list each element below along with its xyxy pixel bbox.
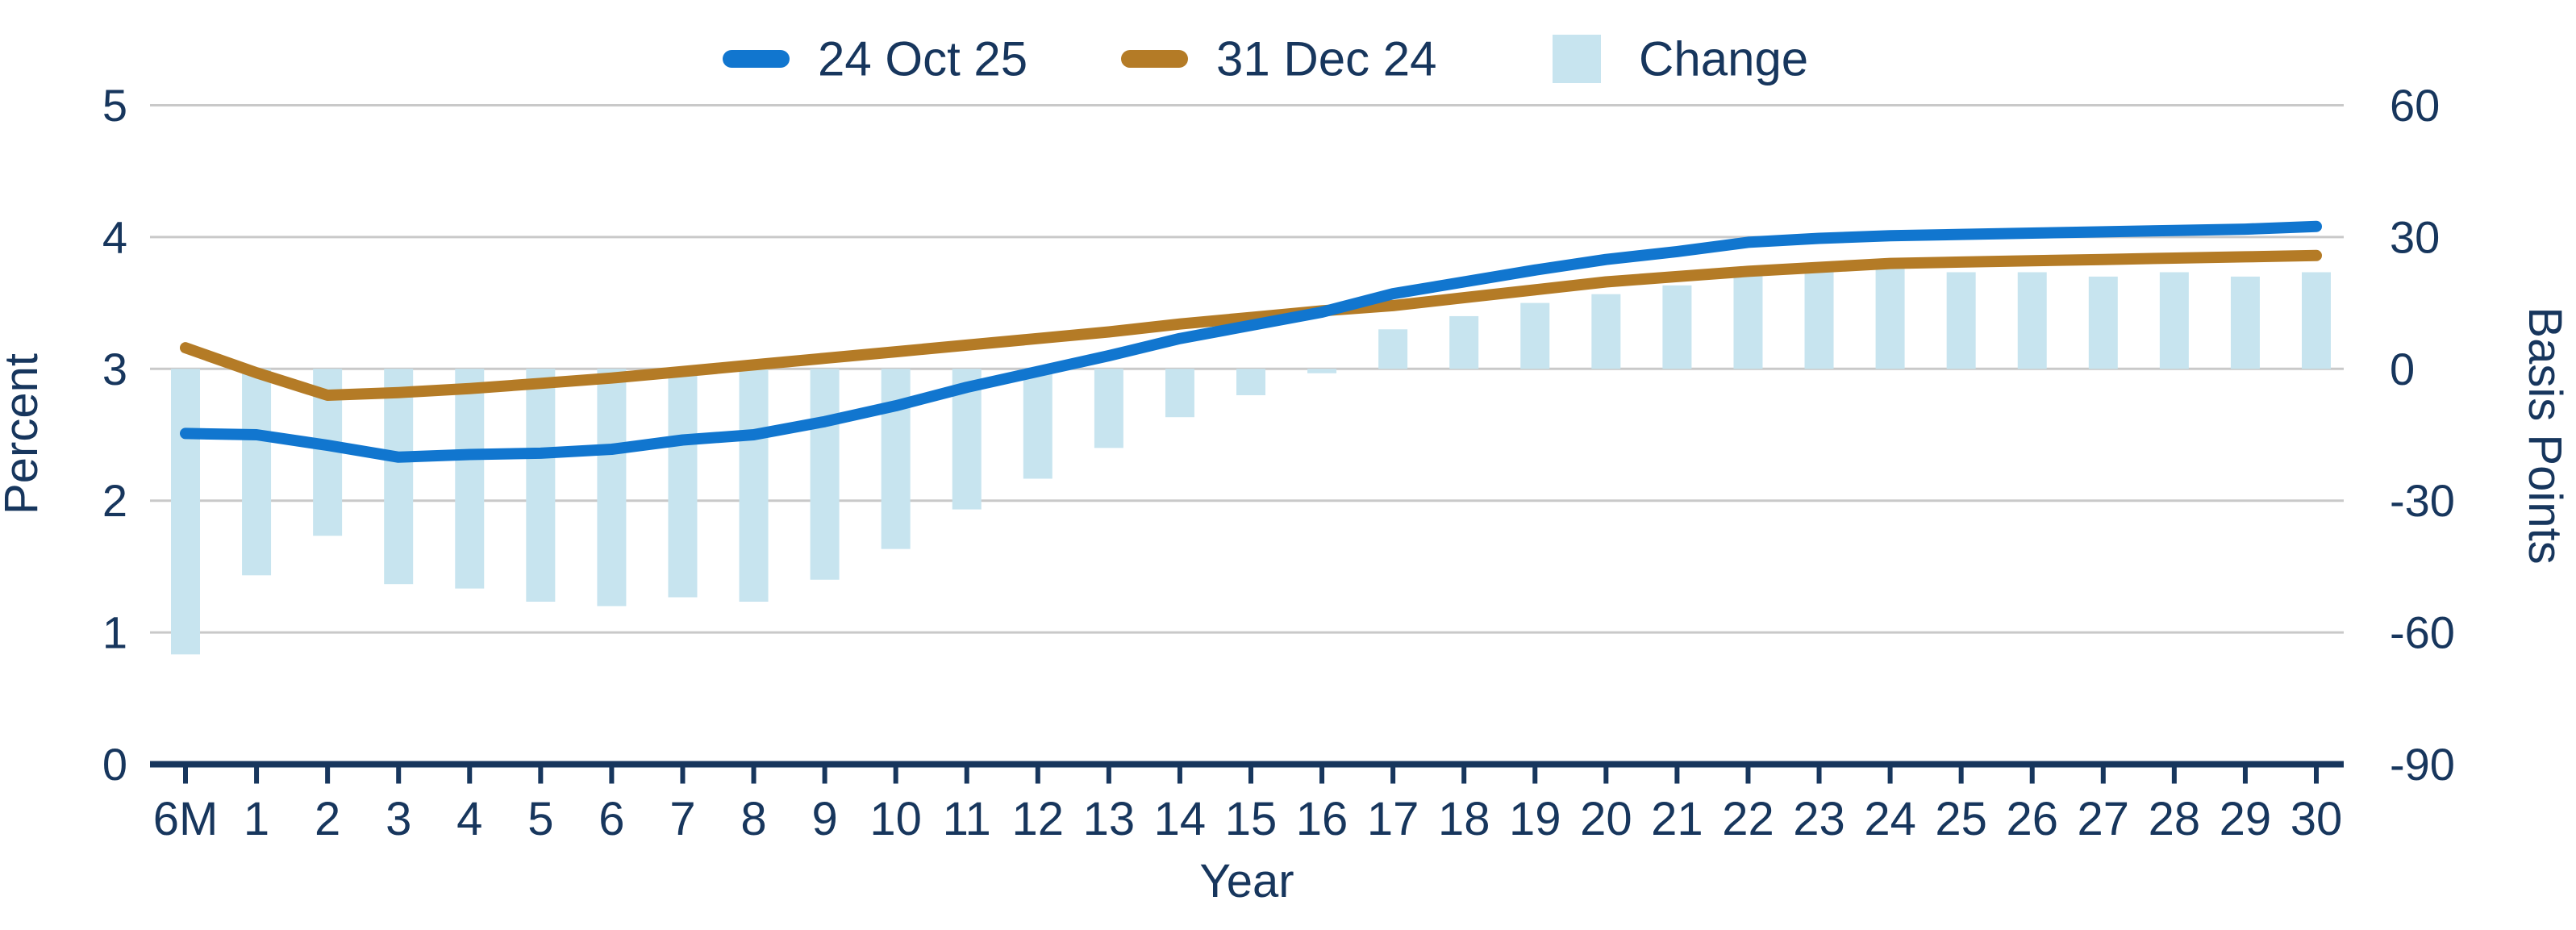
y-right-label--90: -90 [2390,739,2455,790]
y-left-label-1: 1 [102,607,127,658]
change-bar-21 [1662,285,1692,369]
y-left-label-2: 2 [102,475,127,526]
x-label-3: 3 [386,793,411,845]
y-right-label-60: 60 [2390,80,2440,131]
legend-label-oct: 24 Oct 25 [818,32,1027,86]
x-label-21: 21 [1651,793,1703,845]
change-bar-6 [597,369,627,607]
change-bar-27 [2088,276,2118,369]
y-left-label-3: 3 [102,344,127,394]
right-axis-title: Basis Points [2519,307,2571,564]
y-left-label-4: 4 [102,211,127,262]
x-label-2: 2 [315,793,340,845]
change-bar-19 [1520,302,1550,369]
change-bar-10 [881,369,911,549]
axes [150,761,2344,784]
change-bar-13 [1094,369,1123,448]
x-label-4: 4 [456,793,482,845]
change-bar-25 [1946,272,1976,369]
change-bar-22 [1733,268,1763,369]
change-bar-5 [526,369,556,602]
curve-lines [180,220,2322,463]
change-bar-28 [2159,272,2189,369]
change-bar-12 [1023,369,1052,479]
x-label-14: 14 [1154,793,1207,845]
change-bar-18 [1449,315,1479,369]
curve-line-31-dec-24 [180,249,2322,401]
x-label-12: 12 [1012,793,1065,845]
x-label-5: 5 [527,793,553,845]
y-right-label-0: 0 [2390,344,2415,394]
x-label-8: 8 [740,793,766,845]
x-label-6M: 6M [153,793,219,845]
change-bar-20 [1591,294,1621,369]
x-label-22: 22 [1722,793,1774,845]
x-label-19: 19 [1509,793,1561,845]
left-axis-title: Percent [0,353,48,515]
legend-item-change: Change [1553,32,1808,86]
change-bar-30 [2302,272,2331,369]
change-bar-29 [2230,276,2260,369]
y-left-label-0: 0 [102,739,127,790]
change-bar-23 [1804,268,1834,369]
change-bar-7 [668,369,698,598]
change-bar-1 [242,369,272,576]
legend-square-swatch-lightblue [1553,35,1601,83]
x-label-7: 7 [669,793,695,845]
x-label-6: 6 [598,793,624,845]
x-label-27: 27 [2078,793,2130,845]
change-bar-16 [1307,369,1337,373]
legend-label-change: Change [1639,32,1808,86]
x-label-29: 29 [2220,793,2272,845]
x-label-23: 23 [1793,793,1845,845]
change-bar-4 [455,369,485,589]
x-label-17: 17 [1367,793,1419,845]
y-right-label--60: -60 [2390,607,2455,658]
change-bar-26 [2017,272,2047,369]
y-left-label-5: 5 [102,80,127,131]
x-label-25: 25 [1935,793,1987,845]
x-label-18: 18 [1438,793,1490,845]
x-label-24: 24 [1864,793,1916,845]
change-bar-15 [1236,369,1265,395]
x-label-13: 13 [1083,793,1136,845]
legend: 24 Oct 25 31 Dec 24 Change [723,32,1808,86]
legend-label-dec: 31 Dec 24 [1216,32,1437,86]
x-label-10: 10 [869,793,922,845]
legend-item-dec: 31 Dec 24 [1121,32,1437,86]
change-bar-14 [1165,369,1194,418]
x-label-11: 11 [943,793,991,845]
change-bar-24 [1875,263,1905,369]
change-bar-8 [739,369,769,602]
x-label-15: 15 [1225,793,1278,845]
change-bar-9 [810,369,840,580]
change-bar-6M [171,369,200,655]
x-label-20: 20 [1580,793,1632,845]
x-axis-title: Year [1199,855,1294,907]
change-bar-17 [1378,329,1408,369]
y-right-label--30: -30 [2390,475,2455,526]
x-label-1: 1 [244,793,269,845]
x-label-26: 26 [2006,793,2058,845]
x-label-28: 28 [2149,793,2201,845]
x-label-16: 16 [1296,793,1348,845]
y-right-label-30: 30 [2390,211,2440,262]
change-bar-3 [384,369,414,585]
x-label-30: 30 [2290,793,2343,845]
legend-item-oct: 24 Oct 25 [723,32,1027,86]
curve-line-24-oct-25 [180,220,2322,463]
x-label-9: 9 [811,793,837,845]
